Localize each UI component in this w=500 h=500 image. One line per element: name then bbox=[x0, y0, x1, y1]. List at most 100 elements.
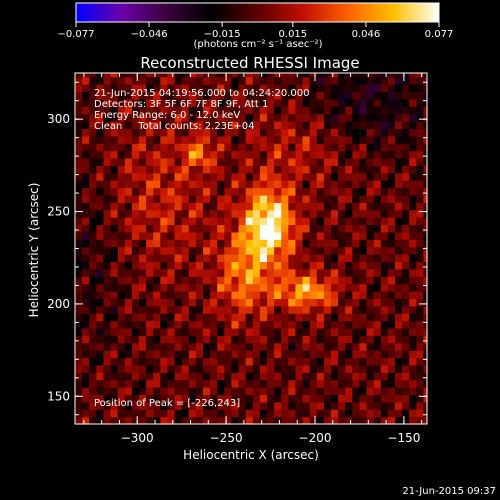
heatmap-cell bbox=[124, 416, 133, 425]
heatmap-cell bbox=[238, 194, 247, 203]
heatmap-cell bbox=[110, 239, 119, 248]
heatmap-cell bbox=[188, 276, 197, 285]
heatmap-cell bbox=[302, 254, 311, 263]
heatmap-cell bbox=[338, 98, 346, 107]
heatmap-cell bbox=[252, 372, 261, 381]
heatmap-cell bbox=[366, 150, 375, 159]
heatmap-cell bbox=[274, 91, 282, 100]
heatmap-cell bbox=[409, 364, 417, 373]
heatmap-cell bbox=[302, 276, 311, 285]
heatmap-cell bbox=[174, 224, 183, 233]
heatmap-cell bbox=[96, 246, 105, 255]
heatmap-cell bbox=[380, 150, 389, 159]
heatmap-cell bbox=[167, 379, 176, 388]
heatmap-cell bbox=[117, 98, 126, 107]
heatmap-cell bbox=[188, 254, 197, 263]
heatmap-cell bbox=[96, 84, 105, 93]
heatmap-cell bbox=[153, 172, 161, 181]
heatmap-cell bbox=[302, 246, 311, 255]
heatmap-cell bbox=[252, 135, 261, 144]
heatmap-cell bbox=[203, 194, 211, 203]
heatmap-cell bbox=[174, 335, 183, 344]
heatmap-cell bbox=[387, 194, 396, 203]
heatmap-cell bbox=[387, 135, 396, 144]
heatmap-cell bbox=[188, 364, 197, 373]
heatmap-cell bbox=[174, 416, 183, 425]
heatmap-cell bbox=[345, 416, 353, 425]
heatmap-cell bbox=[423, 401, 428, 410]
heatmap-cell bbox=[387, 268, 396, 277]
heatmap-cell bbox=[217, 350, 225, 359]
heatmap-cell bbox=[366, 379, 375, 388]
heatmap-cell bbox=[238, 187, 247, 196]
heatmap-cell bbox=[395, 239, 403, 248]
heatmap-cell bbox=[323, 283, 332, 292]
heatmap-cell bbox=[131, 128, 140, 137]
heatmap-cell bbox=[217, 157, 225, 166]
heatmap-cell bbox=[359, 350, 368, 359]
heatmap-cell bbox=[338, 387, 346, 396]
heatmap-cell bbox=[238, 327, 247, 336]
heatmap-cell bbox=[395, 106, 403, 115]
heatmap-cell bbox=[181, 357, 190, 366]
heatmap-cell bbox=[409, 73, 417, 78]
heatmap-cell bbox=[139, 401, 147, 410]
heatmap-cell bbox=[302, 313, 311, 322]
heatmap-cell bbox=[146, 128, 154, 137]
heatmap-cell bbox=[380, 135, 389, 144]
heatmap-cell bbox=[295, 202, 304, 211]
heatmap-cell bbox=[231, 98, 240, 107]
heatmap-cell bbox=[267, 320, 275, 329]
heatmap-cell bbox=[231, 372, 240, 381]
heatmap-cell bbox=[89, 372, 97, 381]
heatmap-cell bbox=[252, 416, 261, 425]
heatmap-cell bbox=[103, 283, 112, 292]
heatmap-cell bbox=[245, 231, 254, 240]
heatmap-cell bbox=[331, 313, 339, 322]
heatmap-cell bbox=[174, 268, 183, 277]
heatmap-cell bbox=[402, 172, 410, 181]
heatmap-cell bbox=[373, 401, 382, 410]
heatmap-cell bbox=[416, 261, 425, 270]
heatmap-cell bbox=[110, 342, 119, 351]
heatmap-cell bbox=[203, 335, 211, 344]
heatmap-cell bbox=[103, 157, 112, 166]
heatmap-cell bbox=[75, 357, 83, 366]
heatmap-cell bbox=[409, 180, 417, 189]
heatmap-cell bbox=[75, 217, 83, 226]
heatmap-cell bbox=[167, 246, 176, 255]
heatmap-cell bbox=[167, 217, 176, 226]
heatmap-cell bbox=[409, 172, 417, 181]
heatmap-cell bbox=[188, 268, 197, 277]
heatmap-cell bbox=[96, 276, 105, 285]
heatmap-cell bbox=[160, 172, 169, 181]
heatmap-cell bbox=[409, 298, 417, 307]
heatmap-cell bbox=[309, 305, 318, 314]
heatmap-cell bbox=[167, 121, 176, 130]
heatmap-cell bbox=[259, 320, 268, 329]
heatmap-cell bbox=[110, 401, 119, 410]
heatmap-cell bbox=[409, 387, 417, 396]
heatmap-cell bbox=[195, 157, 204, 166]
heatmap-cell bbox=[224, 157, 233, 166]
heatmap-cell bbox=[338, 113, 346, 122]
heatmap-cell bbox=[124, 350, 133, 359]
heatmap-cell bbox=[281, 290, 289, 299]
heatmap-cell bbox=[288, 172, 297, 181]
heatmap-cell bbox=[217, 313, 225, 322]
heatmap-cell bbox=[267, 342, 275, 351]
heatmap-cell bbox=[103, 224, 112, 233]
heatmap-cell bbox=[153, 128, 161, 137]
heatmap-cell bbox=[167, 268, 176, 277]
heatmap-cell bbox=[281, 313, 289, 322]
heatmap-cell bbox=[373, 416, 382, 425]
heatmap-cell bbox=[316, 106, 325, 115]
heatmap-cell bbox=[89, 157, 97, 166]
heatmap-cell bbox=[252, 394, 261, 403]
heatmap-cell bbox=[231, 135, 240, 144]
heatmap-cell bbox=[96, 150, 105, 159]
heatmap-cell bbox=[423, 113, 428, 122]
heatmap-cell bbox=[188, 135, 197, 144]
heatmap-cell bbox=[409, 357, 417, 366]
heatmap-cell bbox=[395, 180, 403, 189]
